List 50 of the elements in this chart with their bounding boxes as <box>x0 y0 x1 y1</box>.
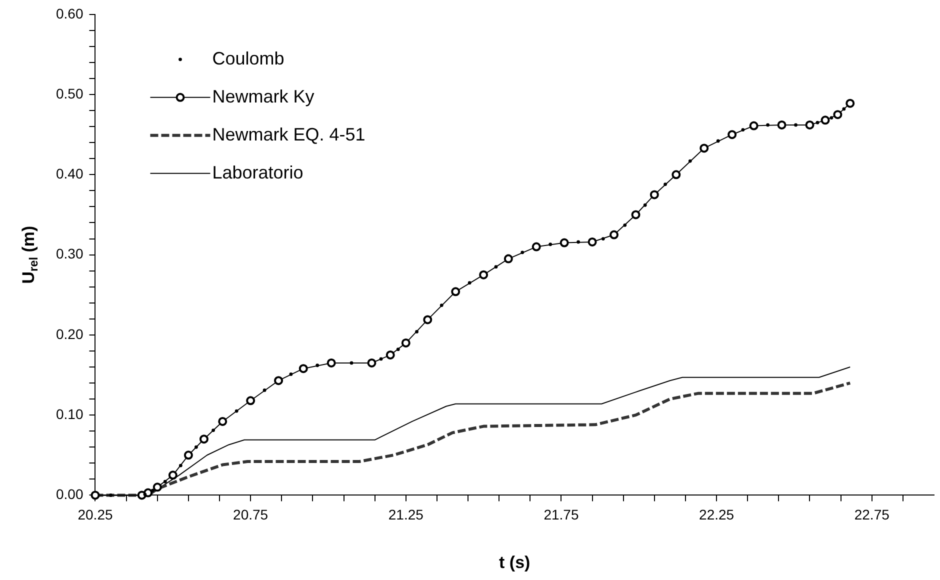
point <box>199 434 208 444</box>
y-tick-label: 0.10 <box>56 406 84 422</box>
point <box>298 364 308 374</box>
point <box>805 120 814 130</box>
point <box>700 144 709 153</box>
point <box>749 121 758 130</box>
y-tick-label: 0.00 <box>56 486 84 502</box>
y-tick-label: 0.50 <box>56 85 84 102</box>
point <box>504 254 513 264</box>
point <box>246 396 256 406</box>
x-tick-label: 21.75 <box>544 506 579 522</box>
point <box>777 120 786 130</box>
x-tick-label: 22.25 <box>699 506 734 522</box>
x-axis-title: t (s) <box>499 552 530 572</box>
point <box>184 450 193 460</box>
y-axis-title: Urel (m) <box>18 226 41 284</box>
x-tick-label: 22.75 <box>854 506 890 522</box>
point <box>650 190 659 200</box>
point <box>367 358 376 368</box>
x-tick-label: 20.25 <box>78 506 113 522</box>
point <box>423 315 432 324</box>
point <box>479 270 488 280</box>
point <box>152 482 162 492</box>
point <box>846 98 855 108</box>
point <box>168 470 178 480</box>
point <box>672 170 681 180</box>
point <box>532 242 541 252</box>
point <box>588 237 597 246</box>
legend-label: Newmark EQ. 4-51 <box>212 124 366 144</box>
x-tick-label: 20.75 <box>233 506 268 522</box>
y-tick-label: 0.40 <box>56 166 84 182</box>
point <box>728 130 737 140</box>
point <box>451 287 460 296</box>
point <box>401 338 410 348</box>
point <box>610 230 619 240</box>
legend-label: Coulomb <box>212 48 284 68</box>
point <box>218 416 228 426</box>
point <box>326 358 336 368</box>
legend-label: Newmark Ky <box>212 86 314 106</box>
legend-label: Laboratorio <box>212 162 304 182</box>
y-tick-label: 0.60 <box>56 5 84 22</box>
point <box>833 110 842 120</box>
point <box>560 238 569 248</box>
point <box>386 350 395 360</box>
y-tick-label: 0.20 <box>56 326 84 342</box>
point <box>631 210 640 220</box>
x-tick-label: 21.25 <box>388 506 424 522</box>
point <box>274 376 284 386</box>
point <box>820 116 830 125</box>
y-tick-label: 0.30 <box>56 246 84 262</box>
